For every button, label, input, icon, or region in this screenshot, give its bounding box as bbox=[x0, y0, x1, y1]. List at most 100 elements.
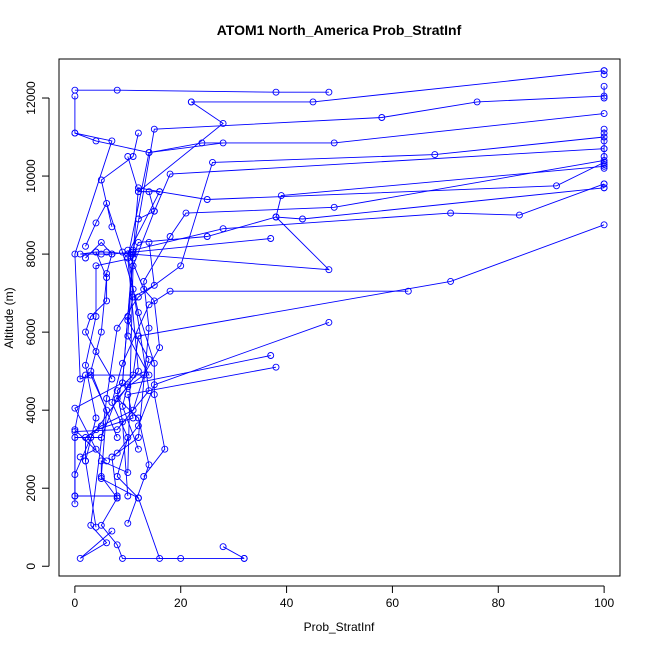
data-point bbox=[203, 233, 211, 240]
data-point bbox=[325, 318, 333, 326]
y-tick-label: 10000 bbox=[24, 159, 38, 193]
data-point bbox=[145, 461, 153, 469]
data-point bbox=[140, 371, 148, 379]
data-point bbox=[87, 313, 95, 320]
data-point bbox=[156, 554, 164, 562]
data-point bbox=[600, 145, 608, 153]
data-point bbox=[177, 262, 185, 270]
data-point bbox=[600, 67, 608, 75]
data-point bbox=[108, 527, 116, 535]
data-point bbox=[119, 359, 126, 367]
data-point bbox=[134, 367, 142, 375]
data-point bbox=[119, 554, 126, 562]
series-line bbox=[85, 241, 113, 380]
data-point bbox=[103, 395, 111, 402]
data-point bbox=[124, 469, 132, 477]
data-point bbox=[161, 445, 169, 453]
data-point bbox=[113, 86, 121, 94]
data-point bbox=[92, 348, 100, 356]
data-point bbox=[129, 406, 137, 414]
series-profile bbox=[82, 238, 158, 465]
series-profile bbox=[108, 287, 412, 502]
data-point bbox=[108, 137, 116, 145]
data-point bbox=[103, 457, 111, 465]
data-point bbox=[71, 129, 79, 137]
series-line bbox=[222, 546, 245, 559]
data-point bbox=[134, 309, 142, 317]
data-point bbox=[447, 209, 455, 217]
data-point bbox=[113, 494, 121, 502]
data-point bbox=[600, 184, 608, 192]
data-point bbox=[129, 293, 137, 301]
data-point bbox=[113, 387, 121, 395]
data-point bbox=[76, 554, 84, 562]
x-tick-label: 80 bbox=[492, 596, 506, 610]
data-point bbox=[145, 371, 153, 379]
series-profile bbox=[71, 92, 608, 465]
data-point bbox=[92, 313, 100, 320]
data-point bbox=[129, 371, 137, 379]
series-line bbox=[85, 202, 166, 477]
data-point bbox=[71, 404, 79, 412]
series-profile bbox=[600, 67, 608, 79]
series-line bbox=[111, 159, 605, 499]
data-point bbox=[82, 328, 89, 336]
data-point bbox=[272, 363, 280, 371]
data-point bbox=[145, 238, 153, 246]
series-line bbox=[74, 113, 605, 504]
series-profile bbox=[71, 110, 608, 508]
data-point bbox=[145, 149, 153, 157]
data-point bbox=[113, 492, 121, 500]
data-point bbox=[150, 125, 158, 133]
data-point bbox=[103, 270, 111, 278]
data-point bbox=[134, 445, 142, 453]
data-point bbox=[87, 367, 95, 375]
series-profile bbox=[71, 86, 333, 96]
data-point bbox=[134, 129, 142, 137]
data-point bbox=[134, 422, 142, 430]
series-profile bbox=[600, 125, 608, 172]
data-point bbox=[103, 199, 111, 207]
data-point bbox=[150, 207, 158, 215]
data-point bbox=[71, 250, 79, 258]
data-point bbox=[108, 375, 116, 383]
data-point bbox=[600, 153, 608, 160]
data-point bbox=[600, 221, 608, 229]
x-tick-label: 100 bbox=[594, 596, 614, 610]
data-point bbox=[145, 188, 153, 196]
data-point bbox=[150, 281, 158, 289]
data-point bbox=[97, 238, 105, 246]
data-point bbox=[108, 250, 116, 258]
data-point bbox=[600, 180, 608, 188]
series-profile bbox=[82, 162, 608, 531]
data-point bbox=[97, 434, 105, 441]
y-tick-label: 2000 bbox=[24, 475, 38, 502]
data-point bbox=[156, 344, 164, 352]
series-line bbox=[74, 89, 329, 93]
data-point bbox=[103, 539, 111, 547]
data-point bbox=[92, 523, 100, 531]
data-point bbox=[97, 457, 105, 465]
series-line bbox=[74, 96, 181, 559]
data-point bbox=[431, 151, 439, 159]
series-line bbox=[85, 242, 155, 461]
data-point bbox=[272, 88, 280, 96]
data-point bbox=[82, 434, 89, 441]
data-point bbox=[82, 457, 89, 465]
data-point bbox=[600, 137, 608, 145]
x-axis-label: Prob_StratInf bbox=[304, 620, 375, 634]
data-point bbox=[134, 434, 142, 441]
series-profile bbox=[97, 145, 608, 562]
data-point bbox=[330, 139, 338, 147]
data-point bbox=[76, 453, 84, 461]
series-line bbox=[127, 156, 155, 220]
data-point bbox=[108, 223, 116, 231]
data-point bbox=[277, 192, 285, 200]
data-point bbox=[600, 164, 608, 172]
data-point bbox=[124, 434, 132, 441]
data-point bbox=[134, 238, 142, 246]
data-point bbox=[92, 414, 100, 422]
series-line bbox=[90, 187, 605, 438]
data-point bbox=[129, 285, 137, 293]
